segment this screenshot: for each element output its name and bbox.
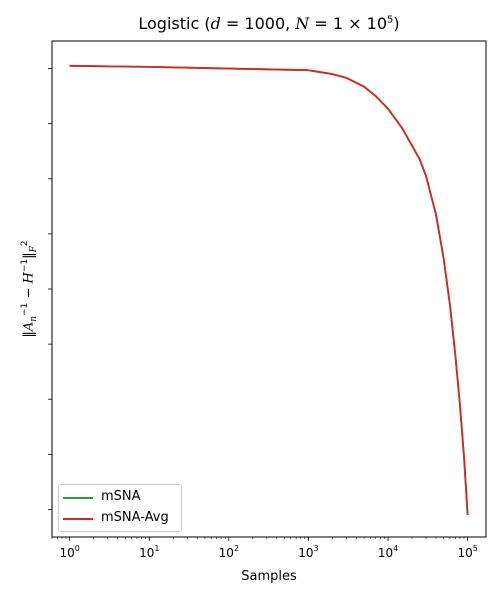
x-tick-label: 101 xyxy=(139,544,159,560)
legend-swatch-msna-avg xyxy=(63,518,93,520)
legend-label-msna: mSNA xyxy=(101,489,141,504)
title-n-var: N xyxy=(295,14,310,33)
title-prefix: Logistic ( xyxy=(138,14,211,33)
axes-frame xyxy=(51,40,487,538)
title-d-val: = 1000, xyxy=(220,14,296,33)
series-line-msna xyxy=(69,64,469,516)
x-tick-exponent: 4 xyxy=(393,544,398,553)
y-axis-label: ‖An−1 − H−1‖F2 xyxy=(20,240,39,338)
x-tick-base: 10 xyxy=(139,546,154,560)
x-tick-label: 102 xyxy=(219,544,239,560)
series-layer xyxy=(69,64,469,516)
x-ticks: 100 101 102 103 104 105 xyxy=(51,537,478,560)
x-tick-label: 105 xyxy=(457,544,477,560)
series-line-msna-avg xyxy=(69,64,469,516)
x-tick-base: 10 xyxy=(457,546,472,560)
x-tick-base: 10 xyxy=(298,546,313,560)
x-tick-base: 10 xyxy=(378,546,393,560)
title-suffix: ) xyxy=(393,14,400,33)
x-tick-exponent: 1 xyxy=(154,544,159,553)
x-tick-label: 100 xyxy=(59,544,79,560)
title-n-exp: 5 xyxy=(387,14,394,26)
x-tick-exponent: 2 xyxy=(234,544,239,553)
x-tick-base: 10 xyxy=(219,546,234,560)
y-ticks xyxy=(48,68,52,510)
x-tick-label: 103 xyxy=(298,544,318,560)
title-n-val: = 1 × 10 xyxy=(309,14,387,33)
x-tick-base: 10 xyxy=(59,546,74,560)
x-tick-exponent: 0 xyxy=(75,544,80,553)
chart-title: Logistic (d = 1000, N = 1 × 105) xyxy=(52,14,486,33)
x-axis-label: Samples xyxy=(241,569,297,584)
legend-item-msna-avg: mSNA-Avg xyxy=(59,508,179,528)
x-tick-exponent: 3 xyxy=(314,544,319,553)
x-tick-exponent: 5 xyxy=(473,544,478,553)
legend-label-msna-avg: mSNA-Avg xyxy=(101,510,169,525)
legend-swatch-msna xyxy=(63,497,93,499)
title-d-var: d xyxy=(210,14,221,33)
legend: mSNA mSNA-Avg xyxy=(58,484,182,532)
legend-item-msna: mSNA xyxy=(59,487,179,507)
x-tick-label: 104 xyxy=(378,544,398,560)
